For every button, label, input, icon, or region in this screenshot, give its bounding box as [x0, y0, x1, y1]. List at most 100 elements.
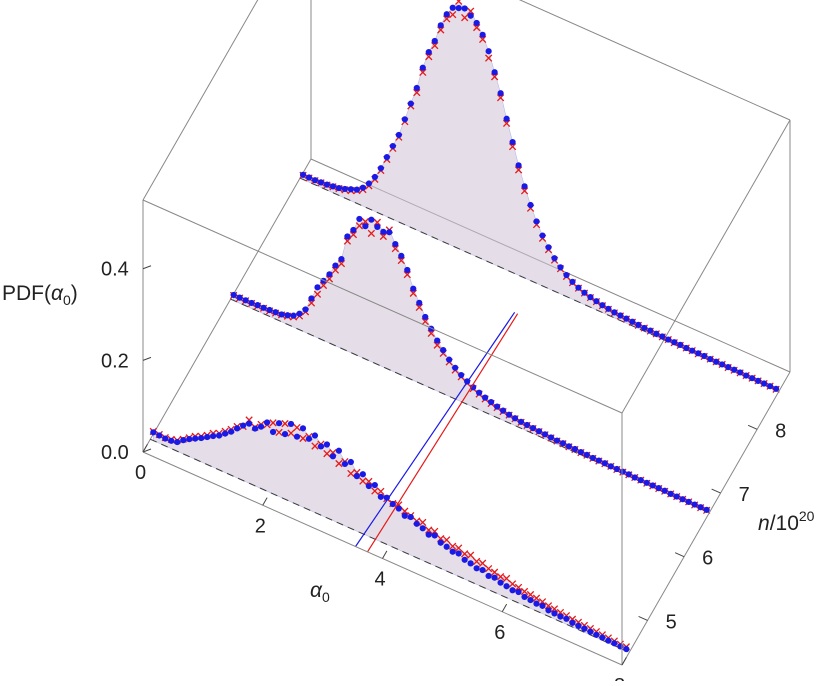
data-point-dot: [461, 556, 468, 563]
data-point-dot: [305, 435, 313, 442]
data-point-dot: [659, 333, 666, 340]
data-point-dot: [359, 184, 367, 191]
data-point-cross: [550, 605, 559, 613]
data-point-dot: [643, 479, 650, 486]
data-point-dot: [707, 356, 714, 363]
y-tick-label: 6: [702, 548, 713, 570]
data-point-dot: [150, 429, 157, 436]
box-edge: [142, 158, 312, 453]
data-point-dot: [443, 11, 450, 18]
data-point-dot: [653, 330, 660, 337]
data-point-dot: [174, 438, 181, 446]
data-point-cross: [269, 419, 277, 427]
data-point-dot: [760, 380, 768, 387]
data-point-dot: [713, 358, 720, 365]
data-point-cross: [355, 222, 364, 230]
data-point-dot: [511, 415, 519, 422]
data-point-dot: [311, 177, 319, 184]
data-point-dot: [695, 350, 702, 357]
data-point-dot: [242, 297, 249, 304]
data-point-dot: [533, 600, 540, 607]
data-point-cross: [425, 526, 433, 534]
data-point-cross: [526, 590, 535, 599]
data-point-dot: [509, 138, 516, 146]
data-point-dot: [601, 460, 608, 467]
data-point-cross: [379, 232, 387, 241]
data-point-dot: [748, 375, 756, 382]
data-point-dot: [737, 369, 744, 376]
data-point-dot: [329, 183, 337, 190]
data-point-cross: [331, 266, 340, 274]
data-point-dot: [266, 306, 273, 314]
data-point-dot: [577, 449, 585, 456]
data-point-dot: [667, 490, 674, 498]
data-point-dot: [731, 366, 738, 373]
data-point-dot: [455, 550, 462, 557]
data-point-dot: [623, 315, 630, 322]
data-point-dot: [503, 583, 510, 590]
data-point-dot: [407, 513, 414, 521]
data-point-dot: [314, 284, 321, 291]
data-point-dot: [547, 434, 555, 441]
data-point-dot: [440, 347, 447, 354]
data-point-dot: [575, 284, 582, 291]
data-point-dot: [353, 186, 361, 193]
data-point-dot: [275, 420, 283, 427]
data-point-dot: [326, 271, 333, 278]
x-tick-mark: [382, 550, 388, 559]
data-point-dot: [599, 634, 606, 641]
data-point-dot: [311, 432, 319, 439]
data-point-dot: [545, 607, 552, 614]
data-point-dot: [371, 481, 378, 489]
data-point-dot: [595, 457, 602, 464]
data-point-cross: [335, 459, 343, 468]
data-point-dot: [673, 493, 680, 500]
data-point-dot: [281, 431, 289, 438]
data-point-dot: [380, 228, 387, 235]
data-point-cross: [496, 94, 505, 102]
data-point-dot: [332, 262, 339, 269]
data-point-dot: [216, 432, 223, 439]
data-point-dot: [479, 31, 486, 38]
data-point-dot: [772, 385, 780, 392]
data-point-dot: [401, 116, 408, 123]
slice: [299, 0, 780, 393]
data-point-dot: [497, 579, 504, 586]
data-point-dot: [689, 347, 696, 354]
data-point-cross: [478, 559, 487, 567]
data-point-dot: [559, 440, 567, 447]
data-point-cross: [425, 53, 433, 61]
x-tick-mark: [501, 603, 508, 612]
data-point-dot: [505, 411, 513, 418]
data-point-dot: [359, 471, 366, 478]
data-point-dot: [523, 421, 531, 429]
data-point-dot: [455, 5, 462, 12]
data-point-dot: [631, 474, 638, 481]
data-point-dot: [527, 201, 534, 209]
data-point-dot: [425, 531, 432, 538]
data-point-cross: [449, 10, 457, 19]
data-point-dot: [162, 435, 169, 442]
data-point-cross: [307, 299, 316, 307]
data-point-cross: [293, 423, 301, 432]
data-point-cross: [403, 270, 411, 279]
data-point-dot: [419, 64, 426, 71]
data-point-dot: [593, 298, 600, 305]
data-point-dot: [677, 341, 684, 348]
data-point-cross: [472, 557, 481, 566]
data-point-dot: [404, 266, 411, 274]
data-point-dot: [493, 403, 501, 410]
baseline-dashed: [150, 438, 630, 653]
data-point-cross: [427, 329, 435, 338]
data-point-dot: [347, 186, 355, 193]
data-point-dot: [697, 504, 704, 511]
data-point-dot: [222, 430, 229, 437]
data-point-dot: [605, 637, 612, 644]
data-point-dot: [251, 425, 259, 432]
data-point-dot: [593, 631, 600, 638]
data-point-cross: [484, 564, 493, 573]
data-point-dot: [287, 420, 295, 428]
data-point-dot: [599, 302, 606, 309]
data-point-dot: [317, 443, 325, 450]
data-point-dot: [443, 543, 450, 550]
